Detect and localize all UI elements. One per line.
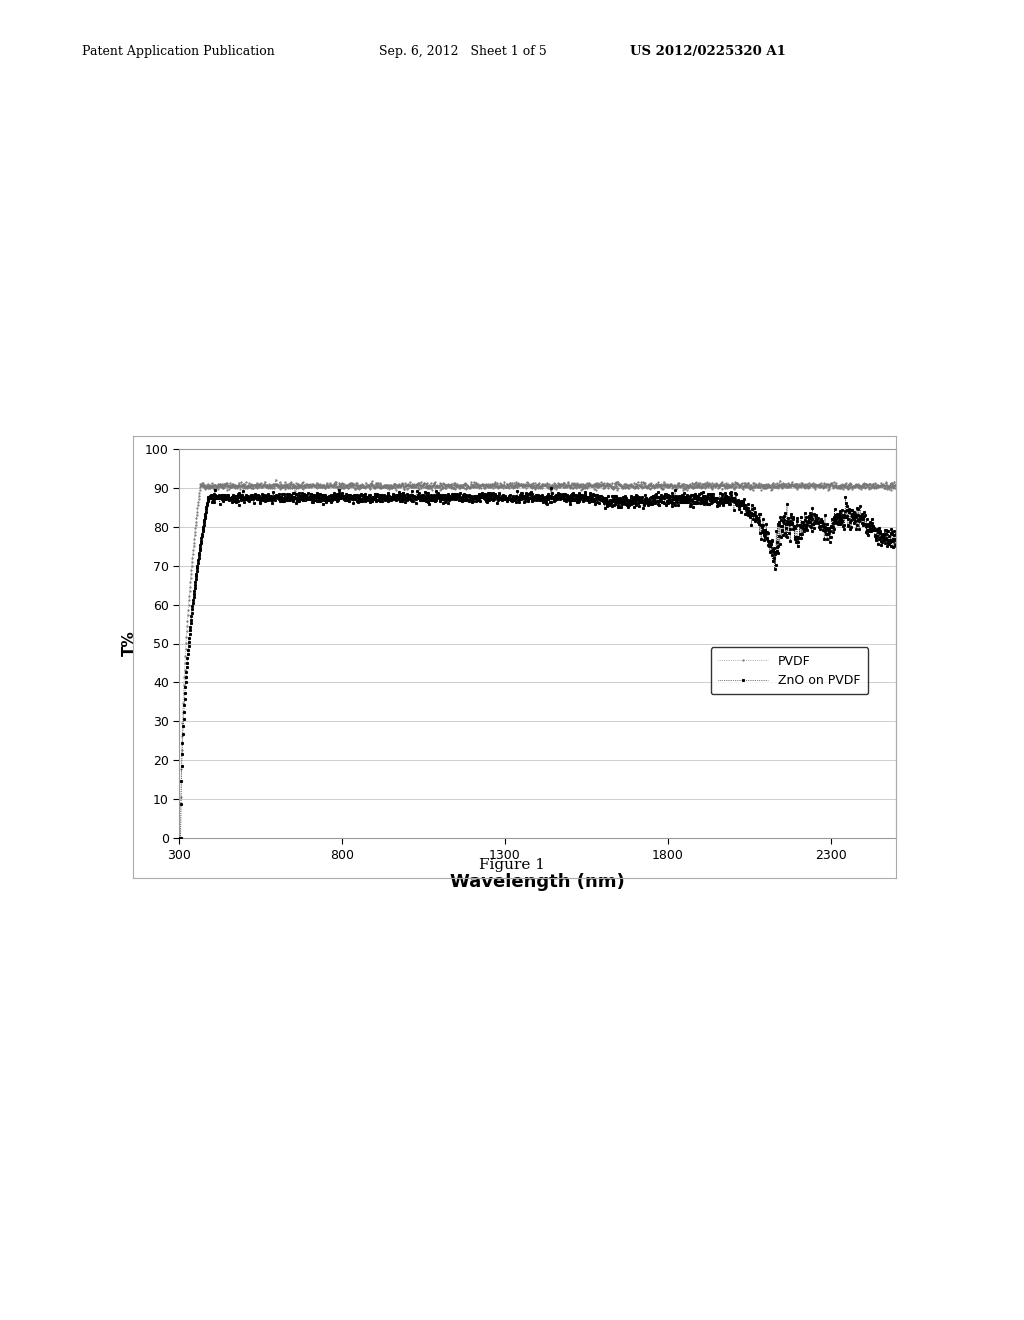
PVDF [173, 830, 185, 846]
Text: Patent Application Publication: Patent Application Publication [82, 45, 274, 58]
ZnO on PVDF [869, 528, 882, 544]
Text: US 2012/0225320 A1: US 2012/0225320 A1 [630, 45, 785, 58]
PVDF [269, 471, 282, 487]
ZnO on PVDF [173, 830, 185, 846]
ZnO on PVDF [545, 480, 557, 496]
Legend: PVDF, ZnO on PVDF: PVDF, ZnO on PVDF [711, 647, 868, 694]
Line: PVDF: PVDF [178, 479, 897, 840]
PVDF [210, 478, 222, 494]
X-axis label: Wavelength (nm): Wavelength (nm) [451, 873, 625, 891]
ZnO on PVDF [503, 490, 515, 506]
PVDF [869, 479, 882, 495]
PVDF [503, 478, 515, 494]
PVDF [738, 478, 751, 494]
Y-axis label: T%: T% [122, 631, 136, 656]
ZnO on PVDF [521, 494, 534, 510]
PVDF [890, 478, 902, 494]
PVDF [522, 475, 535, 491]
ZnO on PVDF [869, 531, 882, 546]
ZnO on PVDF [738, 500, 751, 516]
ZnO on PVDF [210, 490, 222, 506]
Text: Sep. 6, 2012   Sheet 1 of 5: Sep. 6, 2012 Sheet 1 of 5 [379, 45, 547, 58]
PVDF [869, 475, 882, 491]
ZnO on PVDF [890, 527, 902, 543]
Line: ZnO on PVDF: ZnO on PVDF [178, 487, 897, 840]
Text: Figure 1: Figure 1 [479, 858, 545, 871]
